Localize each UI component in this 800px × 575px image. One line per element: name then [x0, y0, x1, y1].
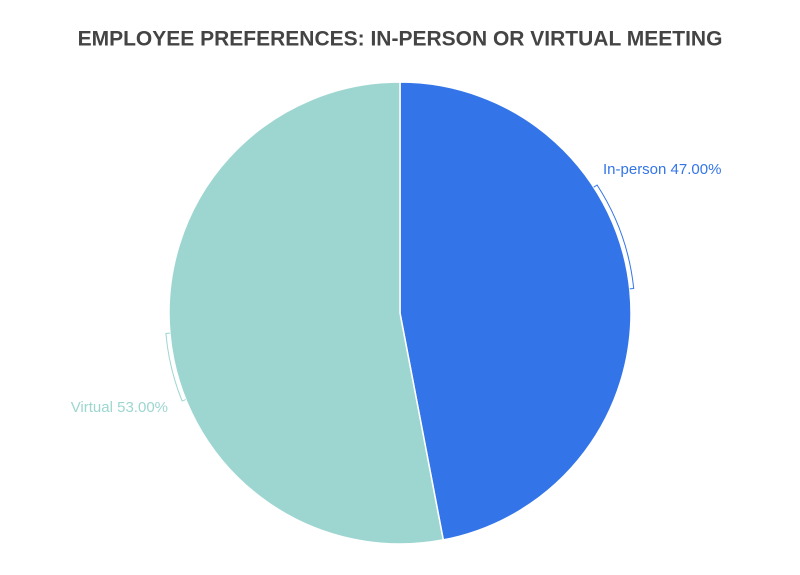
slice-value-label: 53.00%: [117, 399, 168, 416]
slice-label: Virtual 53.00%: [71, 399, 168, 416]
leader-bracket: [165, 332, 187, 402]
pie-slice: [399, 81, 632, 541]
pie-slice: [168, 81, 445, 545]
leader-bracket: [593, 184, 635, 290]
slice-category: Virtual: [71, 399, 113, 416]
slice-value-label: 47.00%: [671, 161, 722, 178]
slice-label: In-person 47.00%: [603, 161, 721, 178]
slice-category: In-person: [603, 161, 666, 178]
chart-title: EMPLOYEE PREFERENCES: IN-PERSON OR VIRTU…: [78, 28, 723, 51]
